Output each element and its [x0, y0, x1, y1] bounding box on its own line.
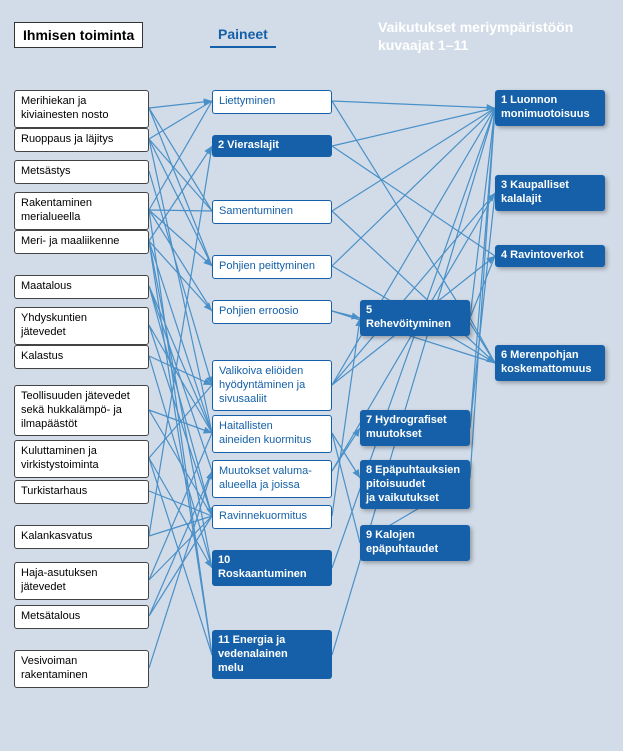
pressure-p3: Samentuminen: [212, 200, 332, 224]
edge-a10-p11: [149, 458, 212, 655]
edge-a4-p1: [149, 101, 212, 210]
edge-p5-i5: [332, 311, 360, 318]
activity-a15: Vesivoimanrakentaminen: [14, 650, 149, 688]
edge-a6-p9: [149, 286, 212, 516]
edge-a6-p7: [149, 286, 212, 433]
activity-a2: Ruoppaus ja läjitys: [14, 128, 149, 152]
edge-a5-p5: [149, 241, 212, 311]
edge-a11-p9: [149, 491, 212, 516]
edge-i8-i1: [470, 108, 495, 478]
edge-p7-i9: [332, 433, 360, 543]
edge-p2-i1: [332, 108, 495, 146]
edge-a8-p6: [149, 356, 212, 385]
edge-p11-i1: [332, 108, 495, 655]
edge-i5-i1: [470, 108, 495, 318]
edge-p2-i4: [332, 146, 495, 256]
activity-a14: Metsätalous: [14, 605, 149, 629]
activity-a8: Kalastus: [14, 345, 149, 369]
edge-a5-p7: [149, 241, 212, 433]
pressure-p9: Ravinnekuormitus: [212, 505, 332, 529]
activity-a7: Yhdyskuntienjätevedet: [14, 307, 149, 345]
edge-a7-p7: [149, 325, 212, 433]
impact-i6: 6 Merenpohjankoskemattomuus: [495, 345, 605, 381]
edge-a2-p7: [149, 139, 212, 433]
edge-a5-p11: [149, 241, 212, 655]
activity-a10: Kuluttaminen javirkistystoiminta: [14, 440, 149, 478]
edge-p3-i6: [332, 211, 495, 363]
edge-a14-p8: [149, 471, 212, 616]
edge-a4-p4: [149, 210, 212, 266]
activity-a13: Haja-asutuksenjätevedet: [14, 562, 149, 600]
header-pressures: Paineet: [210, 22, 276, 48]
edge-a15-p8: [149, 471, 212, 668]
edge-p7-i8: [332, 433, 360, 478]
edge-a10-p6: [149, 385, 212, 458]
impact-i7: 7 Hydrografisetmuutokset: [360, 410, 470, 446]
pressure-p2: 2 Vieraslajit: [212, 135, 332, 157]
activity-a11: Turkistarhaus: [14, 480, 149, 504]
edge-a8-p10: [149, 356, 212, 568]
edge-i5-i6: [470, 318, 495, 363]
edge-a6-p8: [149, 286, 212, 471]
pressure-p6: Valikoiva eliöidenhyödyntäminen jasivusa…: [212, 360, 332, 411]
activity-a9: Teollisuuden jätevedetsekä hukkalämpö- j…: [14, 385, 149, 436]
pressure-p8: Muutokset valuma-alueella ja joissa: [212, 460, 332, 498]
edge-i7-i3: [470, 193, 495, 428]
edge-a13-p9: [149, 516, 212, 580]
edge-a9-p7: [149, 410, 212, 433]
edge-p6-i1: [332, 108, 495, 385]
activity-a4: Rakentaminenmerialueella: [14, 192, 149, 230]
edge-i5-i4: [470, 256, 495, 318]
pressure-p4: Pohjien peittyminen: [212, 255, 332, 279]
edge-a2-p3: [149, 139, 212, 211]
impact-i5: 5Rehevöityminen: [360, 300, 470, 336]
activity-a5: Meri- ja maaliikenne: [14, 230, 149, 254]
activity-a12: Kalankasvatus: [14, 525, 149, 549]
edge-p6-i3: [332, 193, 495, 385]
edge-a3-p6: [149, 171, 212, 385]
header-impacts: Vaikutukset meriympäristöönkuvaajat 1–11: [370, 14, 600, 58]
edge-a4-p11: [149, 210, 212, 655]
edge-p4-i1: [332, 108, 495, 266]
edge-p1-i1: [332, 101, 495, 108]
impact-i4: 4 Ravintoverkot: [495, 245, 605, 267]
pressure-p1: Liettyminen: [212, 90, 332, 114]
edge-a4-p5: [149, 210, 212, 311]
edge-a13-p7: [149, 433, 212, 580]
edge-a12-p2: [149, 146, 212, 536]
activity-a6: Maatalous: [14, 275, 149, 299]
edge-a14-p9: [149, 516, 212, 616]
edge-p9-i5: [332, 318, 360, 516]
pressure-p11: 11 Energia javedenalainenmelu: [212, 630, 332, 679]
activity-a1: Merihiekan jakiviainesten nosto: [14, 90, 149, 128]
edge-a5-p10: [149, 241, 212, 568]
edge-a10-p10: [149, 458, 212, 568]
edge-a12-p9: [149, 516, 212, 536]
impact-i9: 9 Kalojenepäpuhtaudet: [360, 525, 470, 561]
edge-a2-p4: [149, 139, 212, 266]
impact-i8: 8 Epäpuhtauksien pitoisuudetja vaikutuks…: [360, 460, 470, 509]
edge-p8-i7: [332, 428, 360, 471]
edge-a2-p1: [149, 101, 212, 139]
impact-i3: 3 Kaupallisetkalalajit: [495, 175, 605, 211]
edge-a1-p1: [149, 101, 212, 108]
edge-a1-p4: [149, 108, 212, 266]
edge-a5-p2: [149, 146, 212, 241]
impact-i1: 1 Luonnonmonimuotoisuus: [495, 90, 605, 126]
edge-a1-p3: [149, 108, 212, 211]
edge-a9-p9: [149, 410, 212, 516]
header-activities: Ihmisen toiminta: [14, 22, 143, 48]
activity-a3: Metsästys: [14, 160, 149, 184]
pressure-p10: 10Roskaantuminen: [212, 550, 332, 586]
edge-a4-p3: [149, 210, 212, 211]
edge-a7-p9: [149, 325, 212, 516]
pressure-p5: Pohjien erroosio: [212, 300, 332, 324]
pressure-p7: Haitallistenaineiden kuormitus: [212, 415, 332, 453]
edge-p3-i1: [332, 108, 495, 211]
edge-i7-i1: [470, 108, 495, 428]
